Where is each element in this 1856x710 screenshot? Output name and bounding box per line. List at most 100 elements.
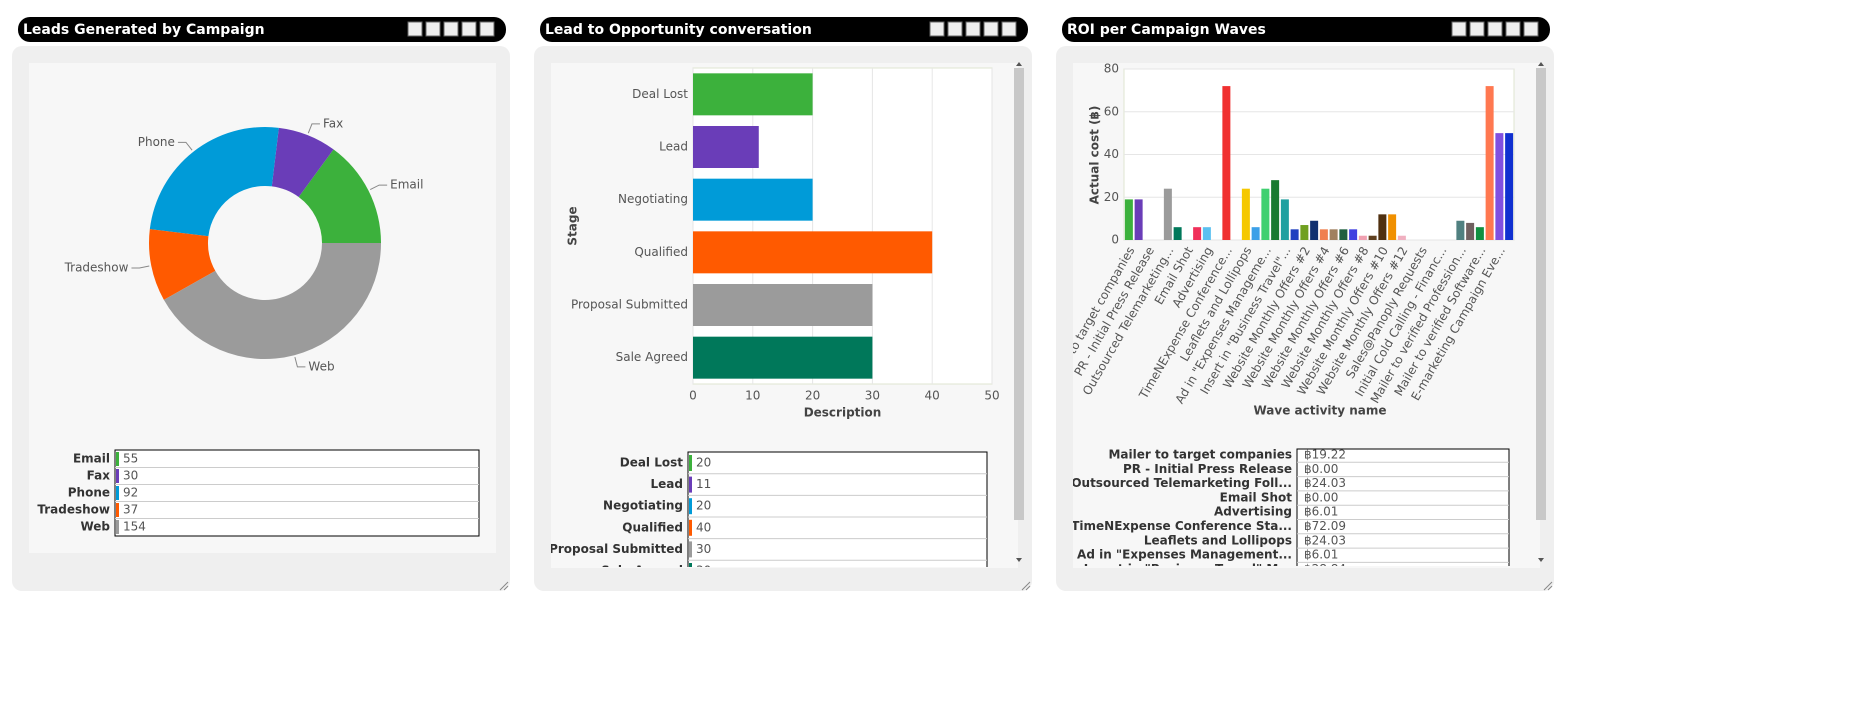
header-button[interactable]	[1505, 21, 1521, 37]
bar	[1134, 199, 1143, 240]
bar	[1368, 235, 1377, 240]
scroll-up[interactable]	[1538, 62, 1544, 66]
row-value: 40	[696, 520, 711, 534]
panel-1: 0 10 20 30 40 50 Deal Lost Lead Negotiating Quali…	[551, 67, 1000, 578]
plot-area	[692, 67, 993, 385]
header-button[interactable]	[407, 21, 423, 37]
bar	[1475, 227, 1484, 240]
row-value: ฿24.03	[1304, 533, 1346, 547]
y-axis-label: Actual cost (฿)	[1088, 106, 1102, 205]
slice-label: Fax	[323, 116, 343, 130]
pie-slice	[163, 243, 381, 359]
panel-title: Lead to Opportunity conversation	[545, 22, 812, 38]
header-button[interactable]	[461, 21, 477, 37]
row-name: Deal Lost	[620, 456, 684, 470]
row-value: ฿6.01	[1304, 505, 1338, 519]
row-name: Email	[73, 452, 110, 466]
bar	[1163, 188, 1172, 240]
row-name: Leaflets and Lollipops	[1144, 533, 1292, 547]
bar	[693, 178, 813, 221]
bar	[1173, 227, 1182, 240]
row-color	[689, 476, 692, 493]
row-value: ฿72.09	[1304, 519, 1346, 533]
x-axis-label: Description	[804, 406, 882, 420]
row-name: Insert in "Business Travel" M...	[1084, 562, 1292, 576]
x-tick-label: 50	[984, 389, 999, 403]
y-tick-label: Lead	[659, 140, 688, 154]
header-button[interactable]	[1487, 21, 1503, 37]
bar	[1485, 86, 1494, 240]
slice-label: Tradeshow	[64, 260, 129, 274]
header-button[interactable]	[983, 21, 999, 37]
x-tick-label: 10	[745, 389, 760, 403]
pie-slice	[149, 127, 279, 237]
x-tick-label: 40	[925, 389, 940, 403]
row-name: Email Shot	[1220, 490, 1293, 504]
bar	[1193, 227, 1202, 240]
bar	[1251, 227, 1260, 240]
row-name: Negotiating	[603, 499, 683, 513]
resize-grip	[1021, 581, 1031, 591]
row-value: ฿6.01	[1304, 548, 1338, 562]
scroll-down[interactable]	[1538, 558, 1544, 562]
row-value: 11	[696, 477, 711, 491]
leader-line	[131, 265, 150, 269]
bar	[1397, 235, 1406, 240]
header-button[interactable]	[479, 21, 495, 37]
row-value: ฿0.00	[1304, 490, 1338, 504]
row-name: Fax	[87, 469, 111, 483]
scrollbar[interactable]	[1536, 68, 1546, 520]
bar	[1456, 220, 1465, 240]
bar	[1300, 225, 1309, 240]
x-tick-label: 30	[865, 389, 880, 403]
header-button[interactable]	[1469, 21, 1485, 37]
bar	[693, 126, 759, 168]
bar	[1339, 229, 1348, 240]
header-button[interactable]	[1001, 21, 1017, 37]
row-color	[689, 541, 692, 558]
row-value: ฿28.84	[1304, 562, 1346, 576]
scrollbar[interactable]	[1014, 68, 1024, 520]
header-button[interactable]	[443, 21, 459, 37]
bar	[1349, 229, 1358, 240]
header-button[interactable]	[1451, 21, 1467, 37]
bar	[1124, 199, 1133, 240]
bar	[1329, 229, 1338, 240]
row-color	[116, 469, 119, 483]
header-button[interactable]	[965, 21, 981, 37]
header-button[interactable]	[425, 21, 441, 37]
row-color	[689, 519, 692, 536]
y-tick-label: 40	[1104, 147, 1119, 161]
y-tick-label: 60	[1104, 104, 1119, 118]
row-value: ฿24.03	[1304, 476, 1346, 490]
panel-0: Email Fax Phone Tradeshow Web Email 55 Fax 30 Pho…	[37, 116, 480, 537]
leader-line	[307, 123, 320, 134]
x-axis-label: Wave activity name	[1253, 404, 1386, 418]
row-name: Sale Agreed	[601, 564, 683, 578]
y-tick-label: Sale Agreed	[616, 350, 688, 364]
row-color	[116, 452, 119, 466]
header-button[interactable]	[947, 21, 963, 37]
row-value: 92	[123, 486, 138, 500]
legend-table	[114, 449, 480, 537]
pie-slice	[149, 229, 216, 300]
panel-header	[540, 17, 1028, 42]
y-tick-label: Proposal Submitted	[571, 298, 688, 312]
row-name: Web	[80, 520, 110, 534]
y-axis-label: Stage	[566, 206, 580, 245]
row-color	[116, 520, 119, 534]
row-color	[689, 563, 692, 567]
row-name: Mailer to target companies	[1108, 448, 1292, 462]
scroll-down[interactable]	[1016, 558, 1022, 562]
bar	[693, 73, 813, 116]
header-button[interactable]	[929, 21, 945, 37]
row-value: 55	[123, 452, 138, 466]
y-tick-label: 80	[1104, 62, 1119, 76]
bar	[693, 284, 873, 326]
bar	[693, 336, 873, 379]
bar	[1261, 188, 1270, 240]
row-value: 30	[123, 469, 138, 483]
header-button[interactable]	[1523, 21, 1539, 37]
scroll-up[interactable]	[1016, 62, 1022, 66]
